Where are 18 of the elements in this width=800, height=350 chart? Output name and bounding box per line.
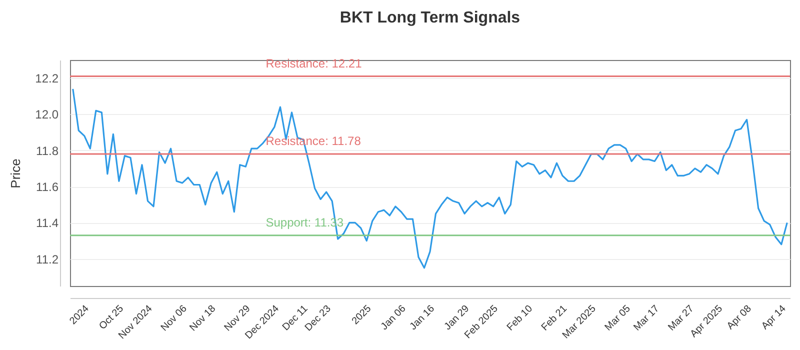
chart-title: BKT Long Term Signals	[340, 9, 520, 26]
x-tick-label: Apr 08	[725, 303, 754, 332]
y-tick-label: 12.0	[35, 108, 59, 122]
y-tick-label: 11.8	[36, 144, 59, 158]
x-tick-label: Mar 05	[603, 303, 634, 334]
x-tick-label: Nov 06	[159, 303, 190, 334]
y-tick-label: 11.4	[36, 216, 59, 230]
x-tick-label: Nov 18	[188, 303, 218, 334]
x-tick-label: Feb 10	[505, 303, 536, 334]
y-tick-label: 11.6	[36, 180, 59, 194]
x-tick-label: Apr 14	[760, 303, 789, 332]
y-axis-title: Price	[8, 158, 24, 188]
x-tick-label: Jan 06	[379, 303, 408, 332]
y-tick-label: 12.2	[35, 72, 59, 86]
x-tick-label: Mar 17	[632, 303, 662, 334]
x-tick-label: Jan 16	[408, 303, 438, 332]
line-series	[72, 88, 788, 269]
y-tick-label: 11.2	[36, 252, 59, 266]
